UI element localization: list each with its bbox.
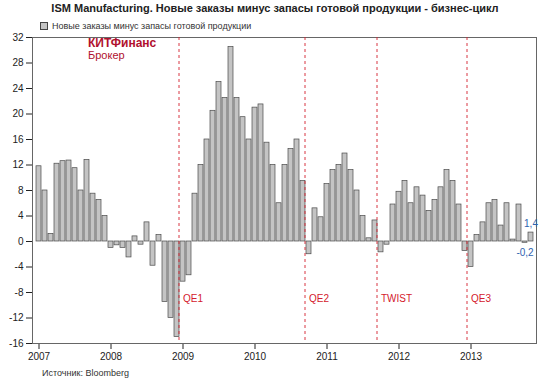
svg-text:2009: 2009 — [172, 351, 195, 362]
svg-text:8: 8 — [18, 185, 24, 196]
svg-text:-0,2: -0,2 — [516, 247, 534, 258]
html-text:ISM Manufacturing. Новые заказ: ISM Manufacturing. Новые заказы минус за… — [51, 2, 499, 14]
svg-text:2010: 2010 — [244, 351, 267, 362]
svg-text:2012: 2012 — [388, 351, 411, 362]
svg-text:QE1: QE1 — [183, 293, 203, 304]
html-text:Новые заказы минус запасы гото: Новые заказы минус запасы готовой продук… — [52, 21, 252, 31]
svg-text:1,4: 1,4 — [524, 218, 538, 229]
svg-text:2011: 2011 — [316, 351, 338, 362]
svg-text:2007: 2007 — [28, 351, 51, 362]
html-text:КИТФинанс: КИТФинанс — [88, 36, 157, 50]
svg-text:-12: -12 — [9, 312, 24, 323]
svg-text:QE2: QE2 — [309, 293, 329, 304]
svg-text:32: 32 — [12, 32, 24, 43]
svg-text:TWIST: TWIST — [381, 293, 412, 304]
svg-text:0: 0 — [18, 236, 24, 247]
svg-text:28: 28 — [12, 57, 24, 68]
svg-text:4: 4 — [18, 210, 24, 221]
svg-text:-16: -16 — [9, 338, 24, 349]
svg-text:QE3: QE3 — [471, 293, 491, 304]
html-text:Источник: Bloomberg: Источник: Bloomberg — [42, 368, 129, 378]
svg-text:20: 20 — [12, 108, 24, 119]
svg-text:-4: -4 — [15, 261, 24, 272]
svg-text:24: 24 — [12, 83, 24, 94]
svg-text:2013: 2013 — [460, 351, 483, 362]
svg-text:2008: 2008 — [100, 351, 123, 362]
html-text:Брокер: Брокер — [88, 48, 125, 61]
svg-text:16: 16 — [12, 134, 24, 145]
svg-text:12: 12 — [12, 159, 24, 170]
svg-text:-8: -8 — [15, 287, 24, 298]
